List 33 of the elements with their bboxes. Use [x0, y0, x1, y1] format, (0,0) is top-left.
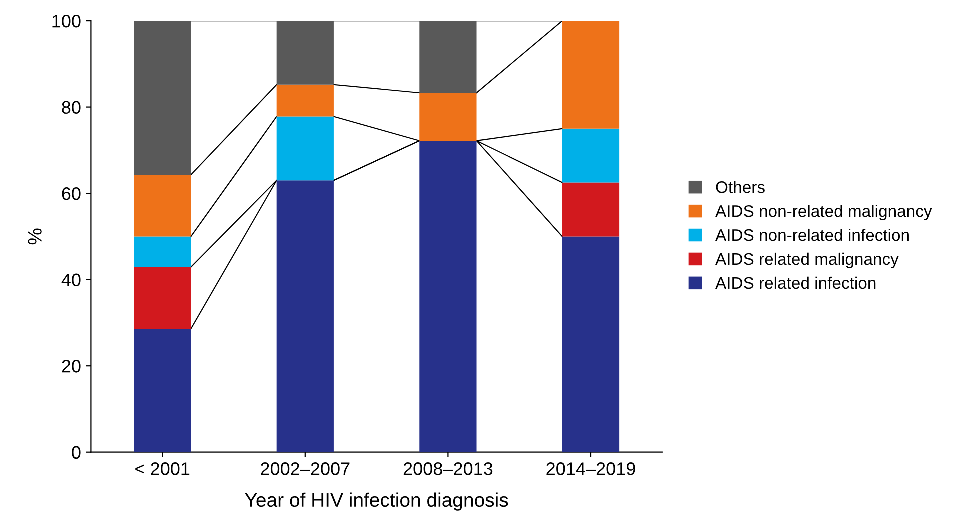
bar [420, 21, 477, 94]
bar [134, 267, 192, 329]
bar [134, 175, 192, 237]
legend-label: AIDS non-related malignancy [716, 205, 932, 221]
legend-label: Others [716, 181, 765, 194]
legend-label: AIDS related malignancy [716, 252, 899, 268]
bar [276, 84, 334, 117]
bar [420, 140, 477, 452]
y-tick-label: 100 [52, 14, 81, 28]
x-tick-label: 2002–2007 [261, 462, 350, 476]
bar [276, 21, 334, 85]
x-tick-label: < 2001 [136, 462, 190, 476]
y-tick-label: 80 [62, 101, 81, 114]
bar [562, 21, 620, 129]
x-tick-label: 2014–2019 [546, 462, 636, 476]
y-tick-label: 40 [62, 274, 81, 287]
bar [562, 128, 620, 183]
legend-label: AIDS non-related infection [716, 228, 909, 242]
y-axis-title: % [28, 228, 42, 245]
bar [562, 236, 620, 452]
bar [134, 236, 192, 268]
y-tick-label: 60 [62, 188, 81, 200]
bar [420, 93, 477, 141]
x-tick-label: 2008–2013 [404, 462, 493, 476]
x-axis-title: Year of HIV infection diagnosis [245, 492, 508, 511]
legend-label: AIDS related infection [716, 276, 876, 290]
bar [562, 182, 620, 237]
y-tick-label: 20 [62, 360, 81, 373]
bar [276, 180, 334, 452]
y-tick-label: 0 [72, 446, 81, 460]
bar [134, 329, 192, 452]
bar [276, 116, 334, 181]
bar [134, 21, 192, 176]
